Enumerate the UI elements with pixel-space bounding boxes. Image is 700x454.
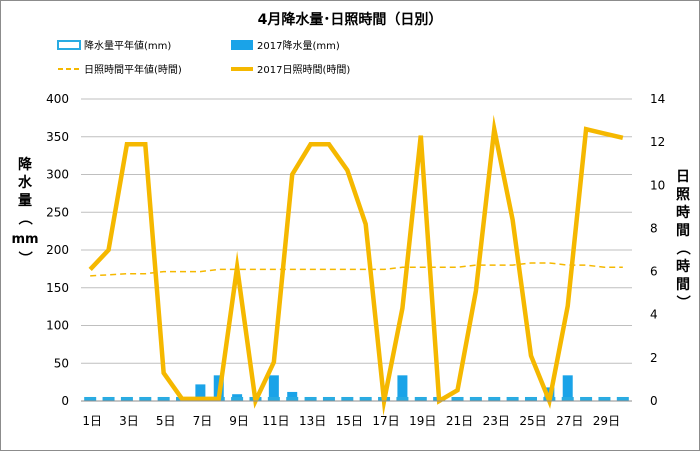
y-left-tick-label: 250: [46, 205, 69, 219]
y-right-axis-title-char: 時: [676, 204, 690, 221]
x-tick-label: 3日: [119, 414, 139, 428]
bar-precip-normal: [306, 398, 316, 400]
y-left-axis-title-char: （: [16, 211, 32, 225]
bar-precip-normal: [471, 398, 481, 400]
y-right-tick-label: 2: [650, 351, 658, 365]
y-left-axis-title-char: ）: [16, 251, 32, 265]
bar-precip-normal: [159, 398, 169, 400]
bar-precip-normal: [581, 398, 591, 400]
x-tick-label: 9日: [229, 414, 249, 428]
axes-layer: 0 50 100 150 200 250 300 350 400 0 2 4 6 8 10 12 14 1日 3日 5…: [11, 92, 690, 428]
legend-label: 日照時間平年値(時間): [84, 63, 182, 76]
x-tick-label: 17日: [372, 414, 399, 428]
y-right-axis-title-char: 日: [676, 169, 690, 185]
bar-precip-normal: [489, 398, 499, 400]
y-right-tick-label: 6: [650, 265, 658, 279]
x-tick-label: 23日: [483, 414, 510, 428]
y-left-tick-label: 400: [46, 92, 69, 106]
y-left-axis-title-char: mm: [11, 232, 38, 247]
y-right-tick-label: 8: [650, 221, 658, 235]
legend-label: 2017降水量(mm): [257, 39, 340, 52]
y-left-tick-label: 350: [46, 130, 69, 144]
y-left-tick-label: 200: [46, 243, 69, 257]
bar-precip-normal: [508, 398, 518, 400]
x-tick-label: 29日: [593, 414, 620, 428]
y-left-tick-label: 150: [46, 281, 69, 295]
bar-precip-normal: [618, 398, 628, 400]
x-tick-label: 11日: [262, 414, 289, 428]
chart-title: 4月降水量･日照時間（日別）: [258, 11, 443, 28]
y-right-axis-title-char: 時: [676, 258, 690, 275]
lines-layer: [90, 129, 623, 401]
legend-label: 降水量平年値(mm): [84, 39, 171, 52]
y-left-tick-label: 0: [61, 394, 69, 408]
bar-precip-normal: [526, 398, 536, 400]
x-tick-label: 25日: [519, 414, 546, 428]
legend-swatch-precip-normal: [58, 41, 80, 49]
y-right-axis-title-char: 間: [676, 223, 690, 239]
y-right-tick-label: 14: [650, 92, 665, 106]
bar-precip-normal: [122, 398, 132, 400]
y-right-axis-title-char: 間: [676, 277, 690, 293]
y-right-axis-title-char: ）: [674, 295, 690, 309]
y-right-tick-label: 4: [650, 308, 658, 322]
y-right-tick-label: 0: [650, 394, 658, 408]
y-right-axis-title-char: （: [674, 241, 690, 255]
bar-precip-normal: [324, 398, 334, 400]
y-left-axis-title-char: 量: [18, 193, 32, 209]
line-sun-2017: [90, 129, 623, 401]
y-left-tick-label: 100: [46, 319, 69, 333]
x-tick-label: 21日: [446, 414, 473, 428]
y-left-axis-title-char: 水: [18, 174, 33, 191]
legend: 降水量平年値(mm) 2017降水量(mm) 日照時間平年値(時間) 2017日照時間…: [58, 39, 350, 76]
x-tick-label: 15日: [336, 414, 363, 428]
legend-swatch-precip-2017: [231, 40, 253, 50]
bar-precip-normal: [140, 398, 150, 400]
bar-precip-normal: [453, 398, 463, 400]
y-left-tick-label: 50: [54, 356, 69, 370]
x-tick-label: 7日: [193, 414, 213, 428]
y-left-tick-label: 300: [46, 168, 69, 182]
x-tick-label: 5日: [156, 414, 176, 428]
y-left-axis-title-char: 降: [18, 156, 33, 173]
legend-label: 2017日照時間(時間): [257, 64, 350, 76]
bar-precip-normal: [104, 398, 114, 400]
y-right-tick-label: 12: [650, 135, 665, 149]
line-sun-normal: [90, 263, 623, 276]
x-tick-label: 19日: [409, 414, 436, 428]
y-right-axis-title-char: 照: [676, 187, 690, 203]
bar-precip-normal: [599, 398, 609, 400]
x-tick-label: 1日: [82, 414, 102, 428]
bar-precip-normal: [416, 398, 426, 400]
bar-precip-normal: [85, 398, 95, 400]
y-right-tick-label: 10: [650, 178, 665, 192]
bar-precip-normal: [361, 398, 371, 400]
bar-precip-normal: [342, 398, 352, 400]
x-tick-label: 27日: [556, 414, 583, 428]
x-tick-label: 13日: [299, 414, 326, 428]
